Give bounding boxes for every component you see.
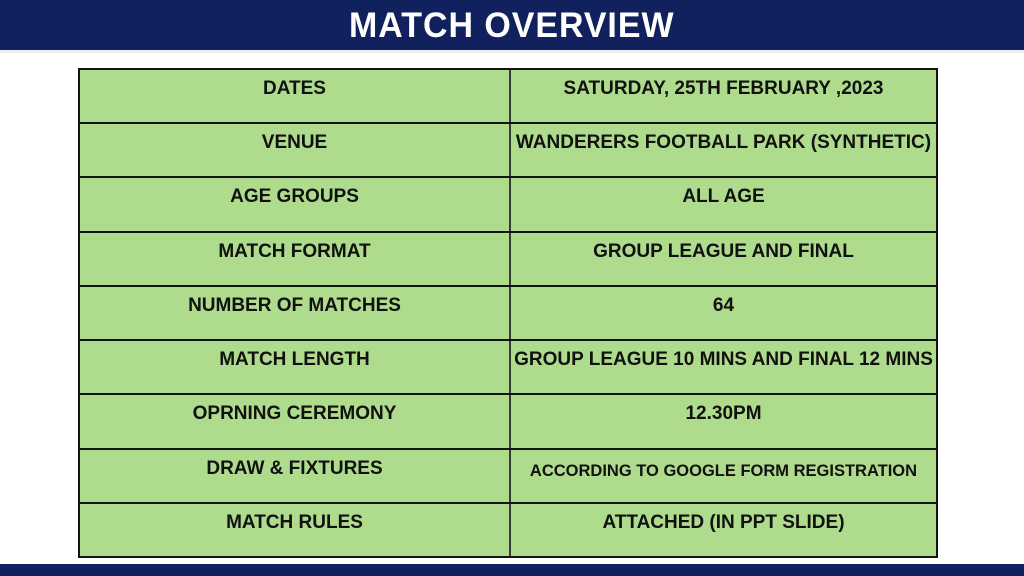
row-value-cell: ACCORDING TO GOOGLE FORM REGISTRATION — [511, 449, 936, 502]
row-value-cell: GROUP LEAGUE AND FINAL — [511, 232, 936, 285]
table-row: MATCH FORMAT GROUP LEAGUE AND FINAL — [80, 232, 936, 287]
header-bar: MATCH OVERVIEW — [0, 0, 1024, 53]
row-label-cell: DRAW & FIXTURES — [80, 449, 511, 502]
table-row: OPRNING CEREMONY 12.30PM — [80, 395, 936, 450]
row-label-cell: MATCH FORMAT — [80, 232, 511, 285]
table-row: MATCH RULES ATTACHED (IN PPT SLIDE) — [80, 503, 936, 556]
table-row: DRAW & FIXTURES ACCORDING TO GOOGLE FORM … — [80, 449, 936, 504]
row-value-cell: GROUP LEAGUE 10 MINS AND FINAL 12 MINS — [511, 341, 936, 394]
row-value-cell: ALL AGE — [511, 178, 936, 231]
row-label-cell: MATCH RULES — [80, 503, 511, 556]
table-row: VENUE WANDERERS FOOTBALL PARK (SYNTHETIC) — [80, 124, 936, 179]
row-label-cell: VENUE — [80, 124, 511, 177]
table-row: AGE GROUPS ALL AGE — [80, 178, 936, 233]
row-label-cell: OPRNING CEREMONY — [80, 395, 511, 448]
row-label-cell: MATCH LENGTH — [80, 341, 511, 394]
table-row: MATCH LENGTH GROUP LEAGUE 10 MINS AND FIN… — [80, 341, 936, 396]
row-value-cell: WANDERERS FOOTBALL PARK (SYNTHETIC) — [511, 124, 936, 177]
row-label-cell: DATES — [80, 70, 511, 123]
page-title: MATCH OVERVIEW — [349, 5, 675, 45]
table-row: NUMBER OF MATCHES 64 — [80, 286, 936, 342]
overview-table: DATES SATURDAY, 25TH FEBRUARY ,2023 VENUE W… — [78, 68, 938, 558]
row-label-cell: AGE GROUPS — [80, 178, 511, 231]
table-row: DATES SATURDAY, 25TH FEBRUARY ,2023 — [80, 70, 936, 125]
row-label-cell: NUMBER OF MATCHES — [80, 286, 511, 340]
row-value-cell: 64 — [511, 286, 936, 340]
row-value-cell: SATURDAY, 25TH FEBRUARY ,2023 — [511, 70, 936, 123]
footer-bar — [0, 564, 1024, 576]
row-value-cell: 12.30PM — [511, 395, 936, 448]
row-value-cell: ATTACHED (IN PPT SLIDE) — [511, 503, 936, 556]
